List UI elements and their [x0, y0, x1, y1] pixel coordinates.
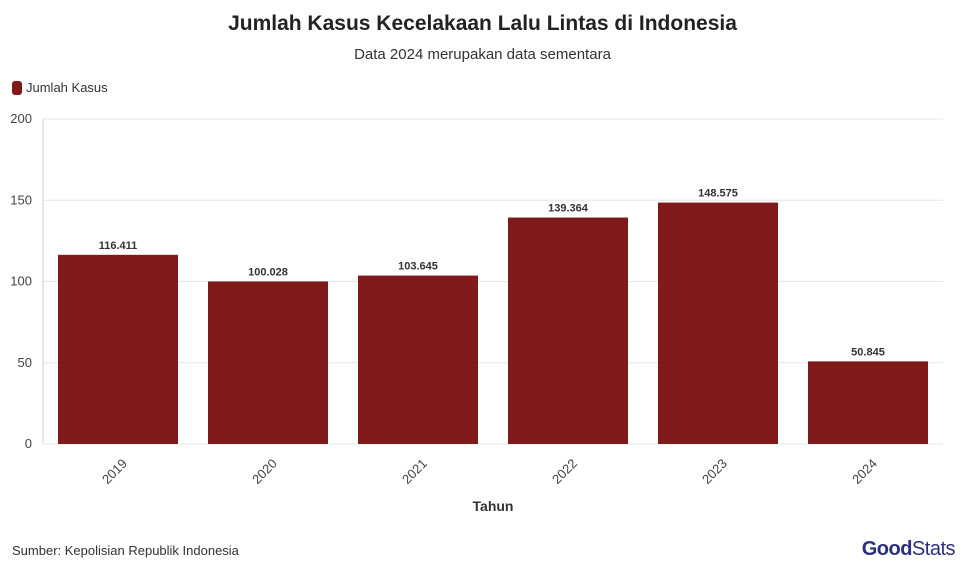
- data-label: 103.645: [398, 261, 438, 273]
- legend-label: Jumlah Kasus: [26, 80, 108, 95]
- x-tick-label: 2024: [849, 456, 880, 487]
- data-label: 100.028: [248, 266, 288, 278]
- legend[interactable]: Jumlah Kasus: [12, 80, 108, 95]
- logo-good-text: Good: [861, 538, 913, 560]
- data-label: 139.364: [548, 203, 589, 215]
- data-label: 148.575: [698, 188, 738, 200]
- x-tick-label: 2019: [99, 456, 130, 487]
- x-axis-title: Tahun: [473, 498, 514, 514]
- y-tick-label: 50: [18, 355, 32, 370]
- data-label: 116.411: [99, 240, 138, 252]
- bar-2020[interactable]: [208, 281, 328, 444]
- x-tick-label: 2020: [249, 456, 280, 487]
- bar-2021[interactable]: [358, 275, 478, 444]
- y-tick-label: 100: [10, 274, 32, 289]
- x-tick-label: 2022: [549, 456, 580, 487]
- y-tick-label: 200: [10, 111, 32, 126]
- chart-title: Jumlah Kasus Kecelakaan Lalu Lintas di I…: [228, 12, 737, 35]
- logo-stats-text: Stats: [911, 538, 956, 560]
- y-tick-label: 150: [10, 192, 32, 207]
- x-tick-label: 2021: [399, 456, 430, 487]
- data-label: 50.845: [851, 346, 885, 358]
- bar-2023[interactable]: [658, 202, 778, 444]
- x-tick-label: 2023: [699, 456, 730, 487]
- chart-subtitle: Data 2024 merupakan data sementara: [354, 46, 611, 63]
- bar-2019[interactable]: [58, 254, 178, 444]
- goodstats-logo[interactable]: Good Stats: [861, 538, 956, 561]
- y-tick-label: 0: [25, 436, 32, 451]
- bar-2022[interactable]: [508, 217, 628, 444]
- source-note: Sumber: Kepolisian Republik Indonesia: [12, 543, 239, 558]
- legend-swatch: [12, 80, 22, 95]
- bar-2024[interactable]: [808, 361, 928, 444]
